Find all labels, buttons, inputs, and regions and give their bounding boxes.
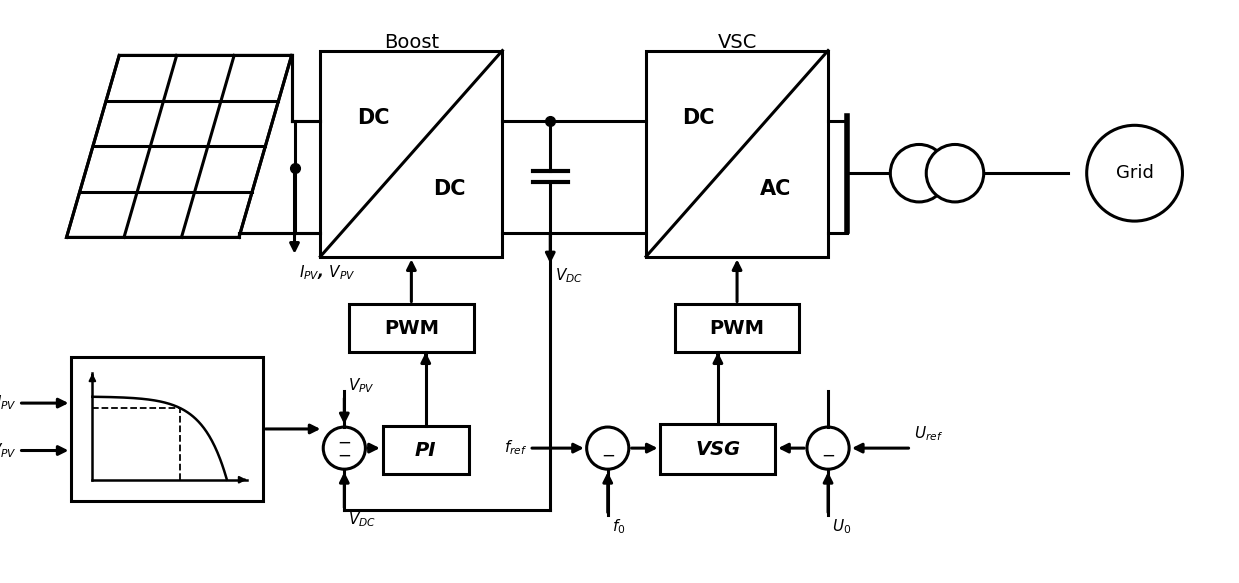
Text: $\mathit{U}_{ref}$: $\mathit{U}_{ref}$ (914, 424, 943, 443)
Text: $\mathit{f}_{0}$: $\mathit{f}_{0}$ (612, 517, 624, 536)
Text: $-$: $-$ (337, 433, 352, 451)
Bar (660, 424, 776, 474)
Text: $-$: $-$ (601, 446, 615, 464)
Text: Boost: Boost (384, 33, 439, 52)
Text: DC: DC (683, 108, 715, 128)
Text: $-$: $-$ (337, 446, 352, 464)
Text: $\mathit{I}_{PV}$: $\mathit{I}_{PV}$ (0, 394, 16, 412)
Text: $\mathit{V}_{DC}$: $\mathit{V}_{DC}$ (555, 266, 584, 285)
Text: $\mathit{f}_{ref}$: $\mathit{f}_{ref}$ (504, 439, 528, 458)
Circle shape (323, 427, 366, 469)
Circle shape (891, 145, 948, 202)
Text: $\mathit{U}_{0}$: $\mathit{U}_{0}$ (831, 517, 851, 536)
Text: Grid: Grid (1115, 164, 1154, 182)
Circle shape (1087, 125, 1182, 221)
Bar (646, 51, 828, 257)
Text: PI: PI (415, 441, 436, 459)
Bar (383, 426, 468, 474)
Text: VSC: VSC (717, 33, 757, 52)
Text: PWM: PWM (384, 319, 439, 338)
Text: VSG: VSG (695, 440, 741, 459)
Text: DC: DC (357, 108, 389, 128)
Bar (349, 304, 473, 352)
Text: DC: DC (434, 180, 466, 199)
Bar (675, 304, 799, 352)
Text: $\mathit{V}_{PV}$: $\mathit{V}_{PV}$ (348, 377, 375, 395)
Circle shape (807, 427, 849, 469)
Circle shape (927, 145, 984, 202)
Bar (72, 357, 263, 501)
Text: $-$: $-$ (821, 446, 835, 464)
Text: $\mathit{V}_{PV}$: $\mathit{V}_{PV}$ (0, 441, 16, 460)
Circle shape (586, 427, 629, 469)
Text: $\mathit{I}_{PV}$, $\mathit{V}_{PV}$: $\mathit{I}_{PV}$, $\mathit{V}_{PV}$ (300, 264, 356, 282)
Polygon shape (67, 55, 291, 237)
Text: AC: AC (760, 180, 790, 199)
Text: PWM: PWM (710, 319, 764, 338)
Text: $\mathit{V}_{DC}$: $\mathit{V}_{DC}$ (348, 511, 377, 529)
Bar (321, 51, 502, 257)
